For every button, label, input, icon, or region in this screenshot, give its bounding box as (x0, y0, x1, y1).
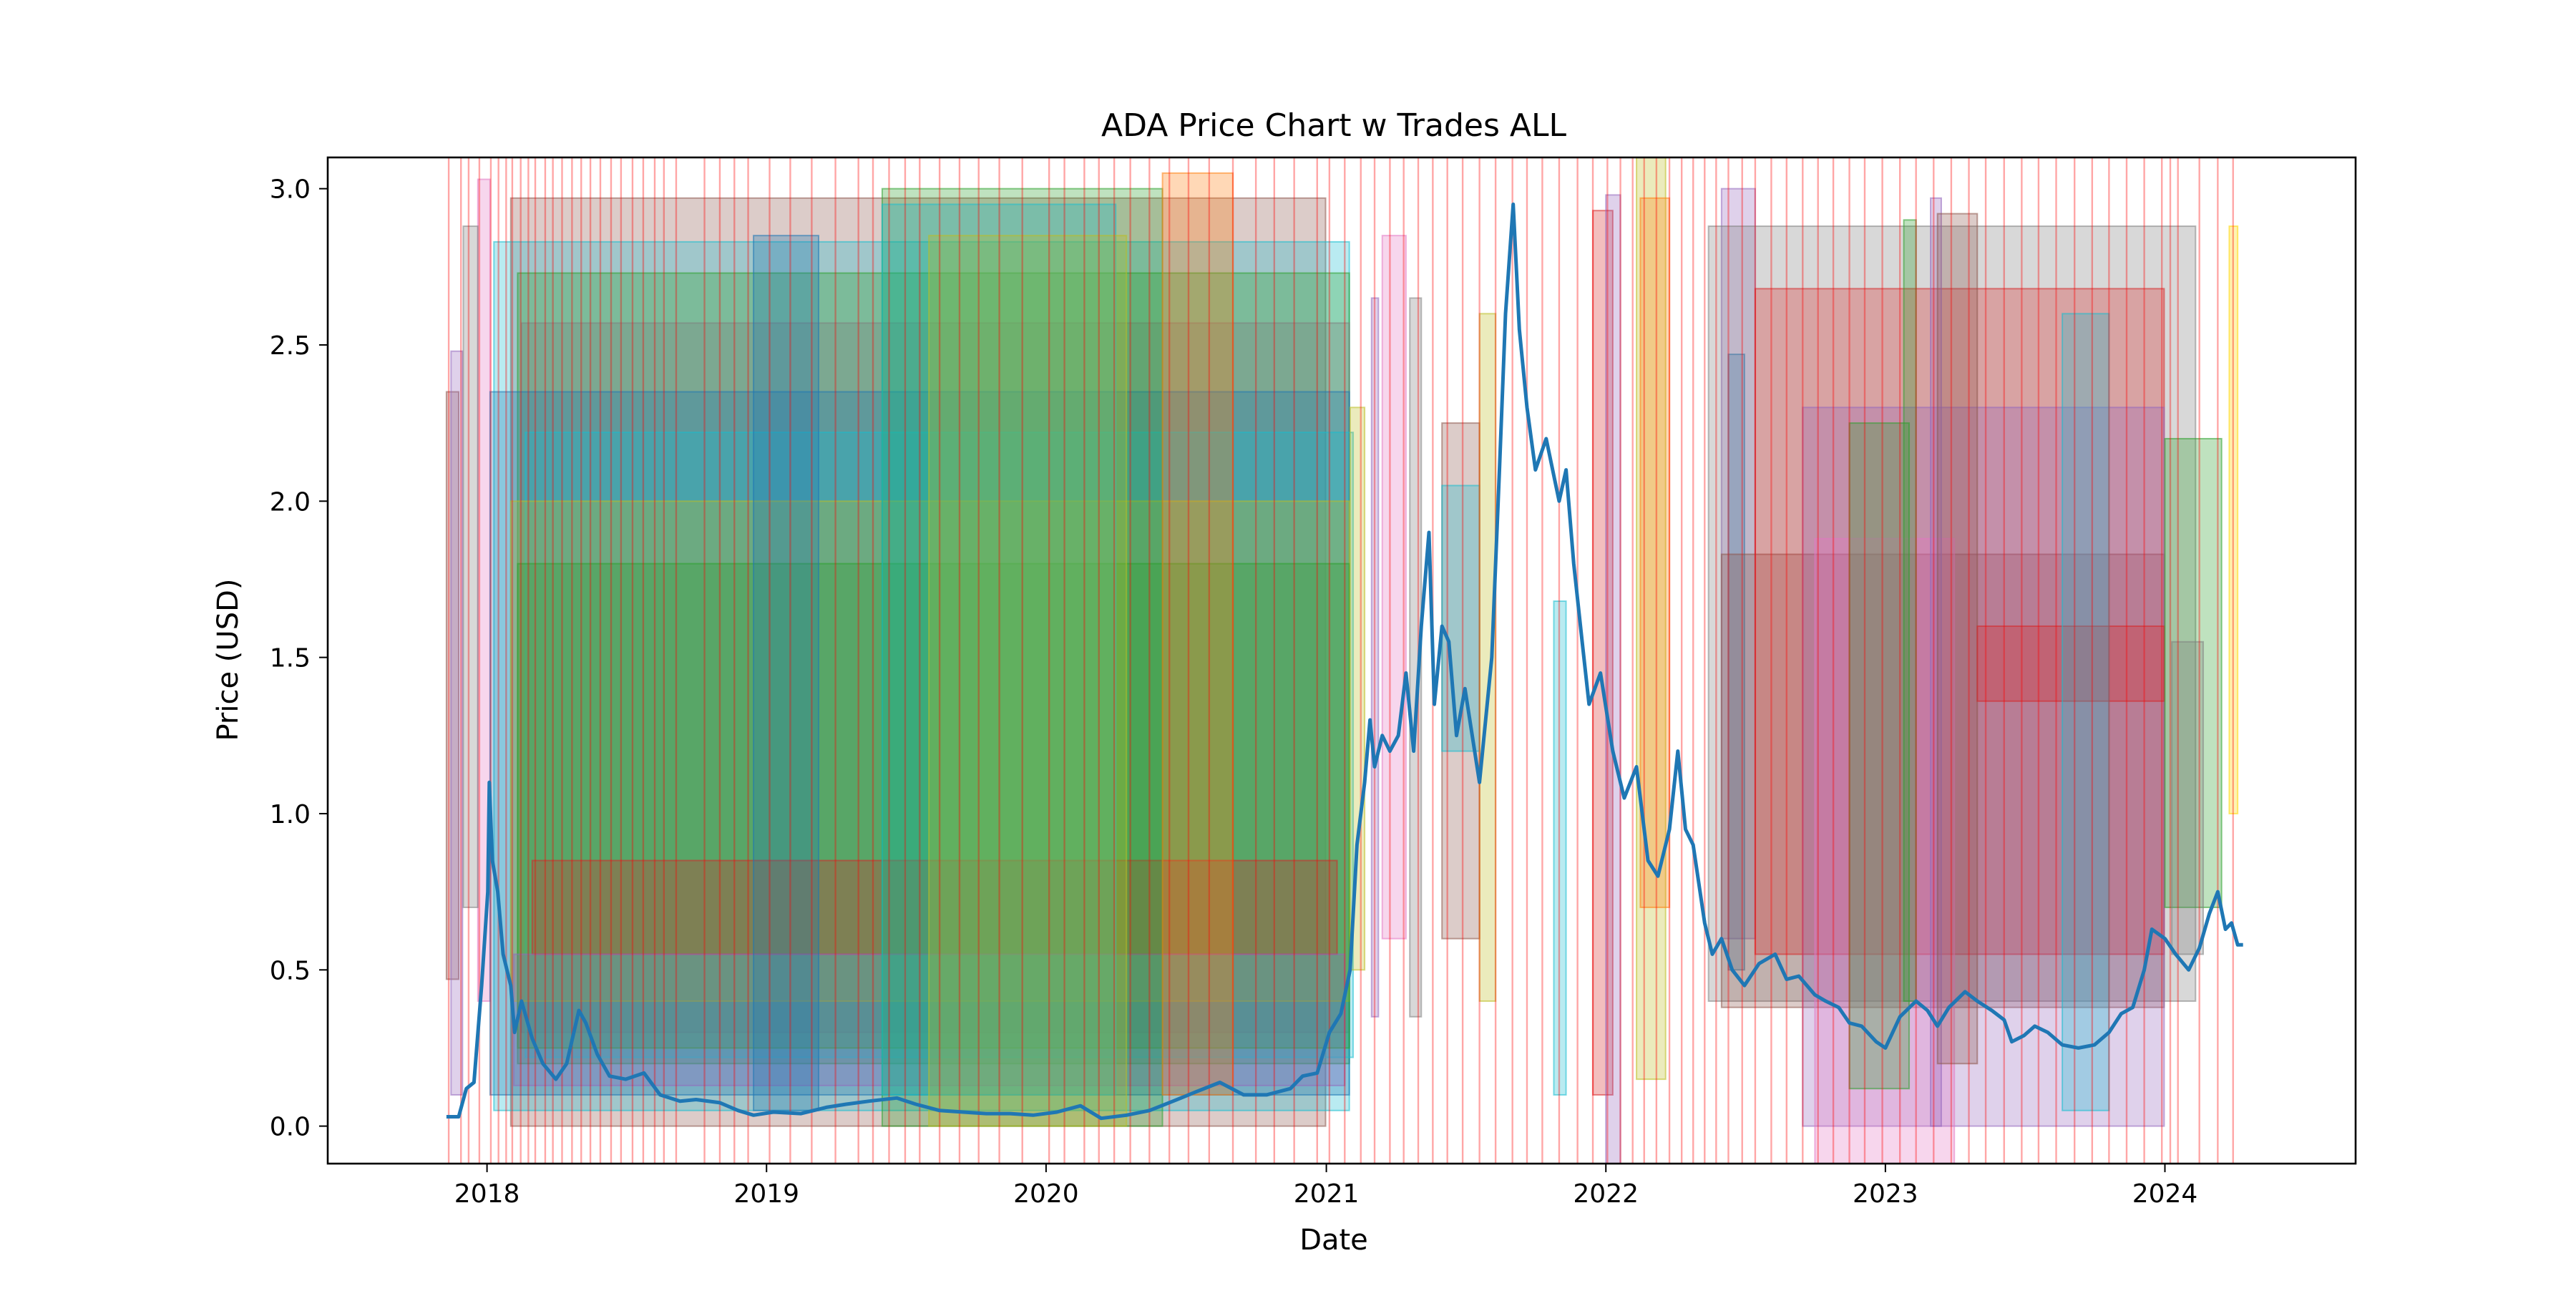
trade-box-4 (509, 197, 1327, 1127)
x-tick-label: 2019 (733, 1179, 799, 1209)
x-tick-label: 2021 (1294, 1179, 1360, 1209)
trade-box-33 (1707, 225, 2197, 1002)
trade-box-41 (1936, 213, 1979, 1065)
x-tick-label: 2024 (2132, 1179, 2198, 1209)
trade-box-39 (1903, 219, 1917, 1002)
trade-box-6 (517, 272, 1350, 1065)
trade-box-9 (525, 432, 1355, 1058)
x-tick-label: 2023 (1853, 1179, 1918, 1209)
trade-box-10 (509, 500, 1350, 1002)
x-axis: 2018 2019 2020 2021 2022 2023 2024 (454, 1164, 2198, 1209)
y-tick-label: 1.5 (270, 644, 311, 673)
trade-box-19 (1349, 406, 1366, 971)
trade-box-31 (1720, 187, 1756, 940)
trade-box-45 (2171, 640, 2205, 955)
trade-box-22 (1409, 297, 1423, 1018)
y-tick-label: 0.0 (270, 1113, 311, 1142)
trade-box-8 (489, 391, 1350, 1096)
trade-box-28 (1605, 194, 1621, 1164)
trade-box-44 (2164, 437, 2223, 908)
y-tick-label: 2.5 (270, 331, 311, 361)
y-tick-label: 1.0 (270, 800, 311, 829)
trade-box-1 (450, 350, 464, 1096)
price-series (446, 203, 2243, 1121)
trade-box-17 (928, 235, 1128, 1127)
trade-lines (447, 157, 2234, 1164)
trade-box-3 (462, 225, 479, 908)
x-tick-label: 2022 (1573, 1179, 1639, 1209)
trade-box-27 (1592, 210, 1614, 1096)
trade-box-12 (531, 859, 1338, 955)
trade-box-42 (1976, 625, 2165, 702)
chart-title: ADA Price Chart w Trades ALL (1101, 107, 1566, 144)
trade-box-21 (1370, 297, 1380, 1018)
price-line-0 (446, 203, 2243, 1121)
trade-box-46 (2228, 225, 2239, 814)
plot-frame (326, 156, 2357, 1165)
trade-box-20 (1381, 235, 1407, 940)
y-axis-label: Price (USD) (212, 579, 245, 741)
trade-boxes (445, 157, 2239, 1164)
trade-box-7 (520, 322, 1350, 1033)
x-tick-label: 2018 (454, 1179, 520, 1209)
trade-box-18 (1161, 172, 1234, 1096)
trade-box-11 (517, 562, 1350, 1049)
y-axis: 0.0 0.5 1.0 1.5 2.0 2.5 3.0 (270, 175, 328, 1142)
trade-box-40 (1930, 197, 1942, 1127)
trade-box-15 (881, 203, 1117, 1096)
x-tick-label: 2020 (1013, 1179, 1079, 1209)
trade-box-26 (1553, 600, 1567, 1096)
trade-box-25 (1478, 313, 1497, 1002)
trade-box-29 (1636, 157, 1667, 1081)
trade-box-38 (1848, 422, 1911, 1090)
x-axis-label: Date (1299, 1224, 1368, 1257)
trade-box-32 (1727, 354, 1745, 971)
y-tick-label: 3.0 (270, 175, 311, 205)
y-tick-label: 0.5 (270, 956, 311, 985)
trade-box-35 (1754, 288, 2165, 955)
y-tick-label: 2.0 (270, 487, 311, 517)
trade-box-16 (753, 235, 820, 1111)
trade-box-43 (2062, 313, 2110, 1111)
trade-box-34 (1720, 553, 2165, 1008)
trade-box-0 (445, 391, 460, 980)
trade-box-30 (1639, 197, 1671, 908)
